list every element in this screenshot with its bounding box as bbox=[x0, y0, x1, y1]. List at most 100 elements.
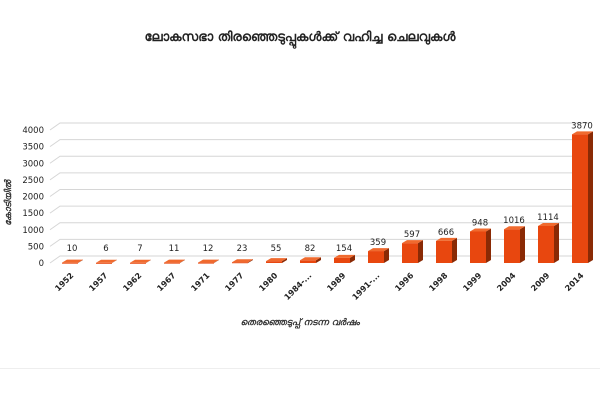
bar-side bbox=[282, 258, 287, 263]
bar-top bbox=[130, 259, 151, 263]
bar-top bbox=[368, 248, 389, 252]
x-tick-label: 1957 bbox=[87, 271, 109, 293]
x-tick-label: 1952 bbox=[53, 271, 75, 293]
bar-side bbox=[384, 248, 389, 263]
data-label: 6 bbox=[103, 244, 108, 254]
bar-top bbox=[402, 240, 423, 244]
bar bbox=[62, 262, 78, 264]
bar bbox=[572, 134, 588, 263]
x-tick-label: 1967 bbox=[155, 271, 177, 293]
bar-top bbox=[572, 131, 593, 135]
gridline bbox=[49, 189, 590, 197]
data-label: 12 bbox=[203, 244, 214, 254]
bar bbox=[96, 262, 112, 264]
bar-top bbox=[436, 237, 457, 241]
data-label: 666 bbox=[438, 228, 454, 238]
bar-side bbox=[316, 257, 321, 263]
bar bbox=[266, 261, 282, 263]
bar-side bbox=[554, 222, 559, 263]
gridline bbox=[49, 122, 590, 131]
gridline bbox=[49, 172, 590, 181]
data-label: 23 bbox=[237, 244, 248, 254]
y-tick-label: 4000 bbox=[22, 126, 44, 136]
gridline bbox=[49, 155, 590, 164]
bar-side bbox=[486, 228, 491, 263]
x-tick-label: 1991-... bbox=[351, 271, 382, 302]
bar bbox=[368, 251, 384, 263]
x-tick-label: 2009 bbox=[529, 271, 551, 293]
bar bbox=[402, 243, 418, 263]
data-label: 359 bbox=[370, 238, 386, 248]
bar bbox=[470, 231, 486, 263]
bar bbox=[198, 262, 214, 264]
bar-side bbox=[112, 259, 117, 263]
data-label: 11 bbox=[169, 244, 180, 254]
bar bbox=[436, 240, 452, 263]
x-tick-label: 2004 bbox=[495, 271, 517, 293]
bar bbox=[130, 262, 146, 264]
bar-top bbox=[504, 226, 525, 230]
bar-top bbox=[96, 259, 117, 263]
data-label: 948 bbox=[472, 218, 488, 228]
x-axis-label: തെരഞ്ഞെടുപ്പ് നടന്ന വർഷം bbox=[240, 318, 360, 328]
y-tick-label: 1000 bbox=[22, 226, 44, 236]
data-label: 7 bbox=[137, 244, 142, 254]
x-tick-label: 1989 bbox=[325, 271, 347, 293]
x-tick-label: 1996 bbox=[393, 271, 415, 293]
bar-side bbox=[452, 237, 457, 263]
bar bbox=[334, 257, 350, 263]
x-tick-label: 1962 bbox=[121, 271, 143, 293]
data-label: 154 bbox=[336, 244, 352, 254]
bar bbox=[164, 262, 180, 264]
bar bbox=[504, 229, 520, 263]
y-tick-label: 1500 bbox=[22, 209, 44, 219]
x-tick-label: 1971 bbox=[189, 271, 211, 293]
y-tick-label: 2000 bbox=[22, 193, 44, 203]
data-label: 1114 bbox=[537, 213, 559, 223]
bar-top bbox=[300, 257, 321, 261]
data-label: 82 bbox=[305, 244, 316, 254]
bar-top bbox=[62, 259, 83, 263]
bar-side bbox=[350, 254, 355, 263]
bar-side bbox=[146, 259, 151, 263]
y-tick-label: 3500 bbox=[22, 143, 44, 153]
y-tick-label: 0 bbox=[39, 259, 44, 269]
bar-top bbox=[470, 228, 491, 232]
gridline bbox=[49, 139, 590, 148]
y-tick-label: 3000 bbox=[22, 159, 44, 169]
data-label: 597 bbox=[404, 230, 420, 240]
bar-top bbox=[198, 259, 219, 263]
bar-side bbox=[78, 259, 83, 263]
bar-top bbox=[266, 258, 287, 262]
bar bbox=[300, 260, 316, 263]
bar bbox=[232, 262, 248, 264]
x-tick-label: 1977 bbox=[223, 271, 245, 293]
x-tick-label: 1999 bbox=[461, 271, 483, 293]
bar-side bbox=[418, 240, 423, 263]
x-tick-label: 1980 bbox=[257, 271, 279, 293]
gridline bbox=[49, 205, 590, 214]
gridline bbox=[49, 222, 590, 231]
bar-side bbox=[214, 259, 219, 263]
gridline bbox=[49, 238, 590, 247]
data-label: 1016 bbox=[503, 216, 525, 226]
bar-side bbox=[520, 226, 525, 263]
bar-top bbox=[538, 222, 559, 226]
bar-top bbox=[232, 259, 253, 263]
x-tick-label: 1998 bbox=[427, 271, 449, 293]
data-label: 55 bbox=[271, 244, 282, 254]
chart-title: ലോകസഭാ തിരഞ്ഞെടുപ്പുകൾക്ക് വഹിച്ച ചെലവുക… bbox=[144, 30, 456, 45]
divider bbox=[0, 368, 600, 369]
data-label: 10 bbox=[67, 244, 78, 254]
y-tick-label: 2500 bbox=[22, 176, 44, 186]
bar-side bbox=[180, 259, 185, 263]
bar-top bbox=[164, 259, 185, 263]
x-tick-label: 1984-... bbox=[283, 271, 314, 302]
bar-side bbox=[248, 259, 253, 263]
x-tick-label: 2014 bbox=[563, 271, 585, 293]
bar-top bbox=[334, 254, 355, 258]
y-tick-label: 500 bbox=[28, 242, 44, 252]
data-label: 3870 bbox=[571, 121, 593, 131]
